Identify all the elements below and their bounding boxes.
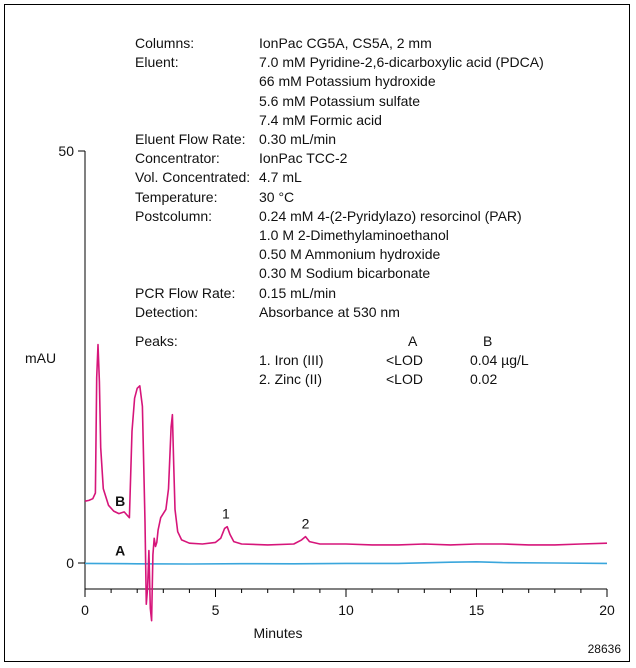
peaks-label: Peaks: [135, 333, 178, 349]
condition-value: 1.0 M 2-Dimethylaminoethanol [259, 227, 449, 243]
condition-value: 66 mM Potassium hydroxide [259, 73, 436, 90]
axes: 0 5 10 15 20 0 50 [58, 143, 615, 618]
traces [84, 343, 608, 622]
series-label: B [115, 493, 125, 509]
x-tick-label: 0 [81, 602, 89, 618]
peak-value-b: 0.04 µg/L [470, 352, 529, 369]
y-tick-label: 0 [66, 555, 74, 571]
condition-label: Detection: [135, 303, 199, 320]
figure-id: 28636 [588, 642, 622, 656]
chromatogram-chart: 0 5 10 15 20 0 50 1 2 B A mAU Minutes 28636 [25, 143, 622, 656]
x-axis-label: Minutes [253, 625, 302, 641]
peak-value-b: 0.02 [470, 371, 498, 388]
annotations: 1 2 B A [115, 493, 309, 558]
trace-A [84, 560, 608, 565]
x-tick-label: 20 [599, 602, 615, 618]
peak-value-a: <LOD [386, 352, 423, 369]
condition-label: Columns: [135, 35, 195, 51]
peak-value-a: <LOD [386, 371, 423, 388]
peaks-col-b-header: B [483, 333, 493, 349]
condition-value: IonPac CG5A, CS5A, 2 mm [259, 35, 432, 51]
y-axis-label: mAU [25, 350, 56, 366]
condition-label: Temperature: [135, 188, 218, 205]
condition-value: IonPac TCC-2 [259, 150, 348, 167]
condition-value: 0.30 M Sodium bicarbonate [259, 265, 431, 282]
peaks-col-a-header: A [408, 333, 418, 349]
condition-value: 5.6 mM Potassium sulfate [259, 92, 421, 109]
y-tick-label: 50 [58, 143, 74, 159]
condition-value: 7.4 mM Formic acid [259, 111, 382, 128]
condition-label: PCR Flow Rate: [135, 284, 236, 301]
condition-value: 0.24 mM 4-(2-Pyridylazo) resorcinol (PAR… [259, 207, 522, 224]
condition-label: Eluent Flow Rate: [135, 131, 246, 147]
condition-value: 4.7 mL [259, 169, 302, 186]
condition-value: 0.50 M Ammonium hydroxide [259, 246, 441, 263]
figure-frame: 0 5 10 15 20 0 50 1 2 B A mAU Minutes 28636 Colum… [4, 4, 630, 662]
series-label: A [115, 542, 125, 558]
x-tick-label: 15 [469, 602, 485, 618]
condition-label: Concentrator: [135, 150, 220, 167]
x-tick-label: 10 [338, 602, 354, 618]
condition-label: Eluent: [135, 54, 179, 71]
condition-value: 0.15 mL/min [259, 284, 337, 301]
condition-value: Absorbance at 530 nm [259, 303, 400, 320]
condition-value: 0.30 mL/min [259, 131, 337, 147]
x-tick-label: 5 [212, 602, 220, 618]
peak-label: 2 [302, 516, 310, 532]
trace-B [84, 343, 608, 622]
condition-label: Postcolumn: [135, 207, 213, 224]
condition-value: 7.0 mM Pyridine-2,6-dicarboxylic acid (P… [259, 54, 544, 71]
condition-label: Vol. Concentrated: [135, 169, 251, 186]
peak-name: 2. Zinc (II) [259, 371, 323, 388]
condition-value: 30 °C [259, 188, 295, 205]
peak-label: 1 [222, 506, 230, 522]
peak-name: 1. Iron (III) [259, 352, 324, 369]
